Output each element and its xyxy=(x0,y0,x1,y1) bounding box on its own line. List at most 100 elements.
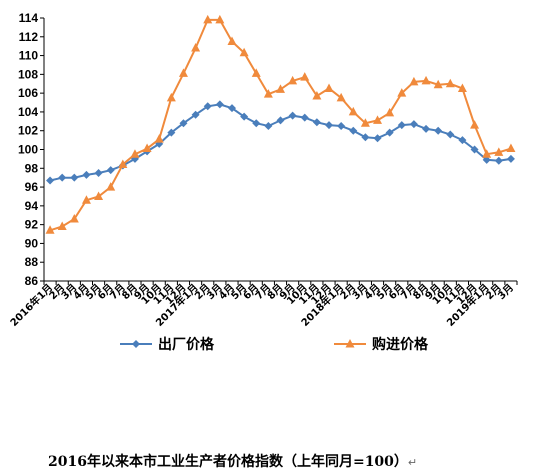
y-axis-ticks: 86 88 90 92 94 96 98 100 102 104 106 108 110 112 114 xyxy=(18,11,44,288)
y-tick-label: 110 xyxy=(19,49,39,63)
data-point xyxy=(191,110,200,119)
data-point xyxy=(434,126,443,135)
x-axis-ticks: 2016年1月2月3月4月5月6月7月8月9月10月11月12月2017年1月2… xyxy=(7,281,518,329)
data-point xyxy=(446,130,455,139)
data-point xyxy=(215,14,225,24)
series-line xyxy=(49,18,512,232)
legend-label: 购进价格 xyxy=(372,336,429,353)
data-point xyxy=(45,225,55,234)
data-point xyxy=(494,147,504,156)
data-point xyxy=(506,154,515,163)
chart-title: 2016年以来本市工业生产者价格指数（上年同月=100）↵ xyxy=(48,451,417,471)
data-point xyxy=(191,43,201,52)
data-point xyxy=(494,156,503,165)
data-point xyxy=(227,104,236,113)
data-point xyxy=(397,88,407,97)
data-point xyxy=(166,92,176,102)
data-point xyxy=(300,113,309,122)
y-tick-label: 98 xyxy=(25,161,39,175)
data-point xyxy=(360,118,370,127)
data-point xyxy=(312,118,321,127)
data-point xyxy=(385,128,394,137)
data-point xyxy=(215,100,224,109)
data-point xyxy=(167,128,176,137)
data-point xyxy=(94,191,104,200)
data-point xyxy=(264,122,273,131)
y-tick-label: 88 xyxy=(25,255,39,269)
data-point xyxy=(142,143,152,153)
data-point xyxy=(81,195,91,204)
data-point xyxy=(385,107,395,117)
data-point xyxy=(227,36,237,45)
data-point xyxy=(252,119,261,128)
chart-title-text: 2016年以来本市工业生产者价格指数（上年同月=100） xyxy=(48,454,408,470)
x-tick-label: 3月 xyxy=(496,282,516,302)
data-point xyxy=(288,75,298,85)
data-point xyxy=(324,83,334,92)
data-point xyxy=(445,78,455,88)
legend-label: 出厂价格 xyxy=(158,336,215,353)
data-point xyxy=(203,14,213,24)
data-point xyxy=(312,90,322,100)
data-point xyxy=(345,339,355,348)
series-1 xyxy=(46,100,515,185)
data-point xyxy=(179,119,188,128)
data-point xyxy=(288,111,297,120)
data-point xyxy=(106,182,116,191)
data-point xyxy=(46,176,55,185)
data-point xyxy=(348,106,358,116)
series-2 xyxy=(45,14,516,234)
data-point xyxy=(337,122,346,131)
data-point xyxy=(132,340,140,348)
data-point xyxy=(106,166,115,175)
y-tick-label: 106 xyxy=(18,86,38,100)
y-tick-label: 92 xyxy=(25,218,39,232)
data-point xyxy=(421,75,431,85)
data-point xyxy=(69,214,79,223)
y-tick-label: 100 xyxy=(18,143,38,157)
y-tick-label: 90 xyxy=(25,236,39,250)
data-point xyxy=(203,102,212,111)
data-point xyxy=(251,68,261,77)
data-point xyxy=(94,168,103,177)
y-tick-label: 86 xyxy=(25,274,39,288)
data-point xyxy=(178,68,188,77)
data-point xyxy=(409,120,418,129)
data-point xyxy=(276,116,285,125)
data-point xyxy=(409,76,419,86)
legend: 出厂价格 购进价格 xyxy=(120,336,429,353)
axes xyxy=(43,18,517,282)
data-point xyxy=(349,126,358,135)
data-point xyxy=(240,112,249,121)
data-point xyxy=(470,120,480,129)
data-point xyxy=(458,136,467,145)
y-tick-label: 114 xyxy=(19,11,39,25)
data-point xyxy=(276,84,285,93)
legend-item: 购进价格 xyxy=(334,336,429,353)
data-point xyxy=(373,115,383,124)
data-point xyxy=(118,159,128,169)
x-tick-label: 2016年1月 xyxy=(7,281,55,329)
y-tick-label: 104 xyxy=(18,105,38,119)
data-point xyxy=(58,173,67,182)
data-point xyxy=(336,92,346,102)
data-point xyxy=(70,173,79,182)
data-point xyxy=(300,72,310,81)
data-point xyxy=(397,121,406,130)
data-point xyxy=(373,134,382,143)
data-point xyxy=(506,143,516,153)
series-layer xyxy=(45,14,516,234)
data-point xyxy=(422,124,431,133)
data-point xyxy=(239,47,249,57)
paragraph-mark-icon: ↵ xyxy=(407,456,418,469)
data-point xyxy=(470,145,479,154)
data-point xyxy=(361,133,370,142)
legend-item: 出厂价格 xyxy=(120,336,215,353)
y-tick-label: 96 xyxy=(25,180,39,194)
y-tick-label: 102 xyxy=(18,124,38,138)
data-point xyxy=(57,221,67,231)
y-tick-label: 94 xyxy=(25,199,39,213)
data-point xyxy=(482,149,492,158)
data-point xyxy=(154,134,164,143)
data-point xyxy=(457,83,467,92)
